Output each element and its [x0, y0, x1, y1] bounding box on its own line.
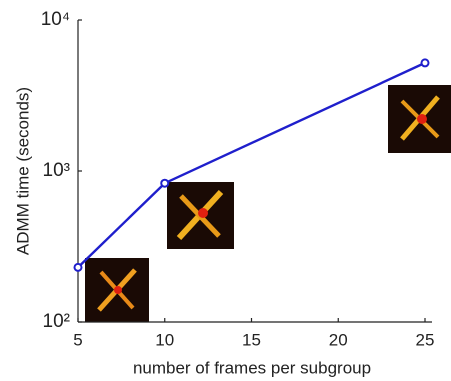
y-tick-label: 10² — [43, 311, 70, 332]
inset-image — [167, 182, 234, 249]
x-tick-label: 25 — [416, 330, 435, 349]
chart: ADMM time (seconds) number of frames per… — [0, 0, 451, 381]
y-tick-label: 10³ — [43, 160, 70, 181]
inset-image — [85, 258, 149, 322]
y-axis-label: ADMM time (seconds) — [13, 87, 32, 255]
x-tick-label: 5 — [73, 330, 82, 349]
point — [75, 264, 82, 271]
line — [78, 63, 425, 267]
point — [161, 180, 168, 187]
inset-images — [85, 85, 451, 322]
page: {"chart_data": {"type": "line", "xlabel"… — [0, 0, 451, 381]
x-tick-label: 15 — [242, 330, 261, 349]
x-tick-label: 10 — [155, 330, 174, 349]
inset-image — [388, 85, 451, 153]
x-axis-label: number of frames per subgroup — [133, 358, 371, 377]
point — [422, 59, 429, 66]
y-tick-label: 10⁴ — [41, 9, 70, 30]
x-tick-label: 20 — [329, 330, 348, 349]
